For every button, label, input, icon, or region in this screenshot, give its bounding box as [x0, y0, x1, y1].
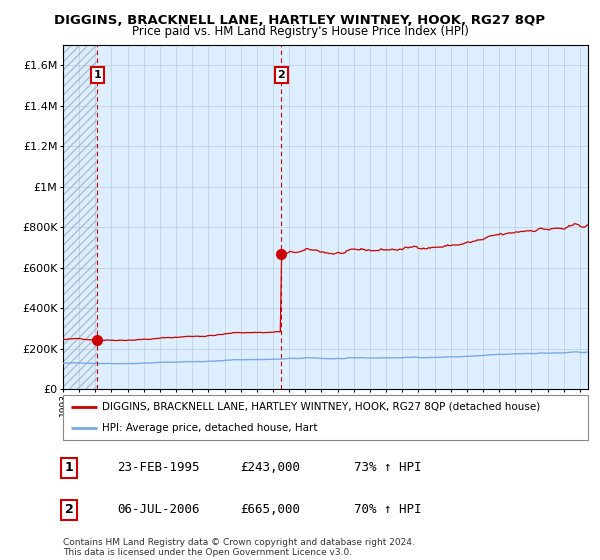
Text: 73% ↑ HPI: 73% ↑ HPI — [354, 461, 421, 474]
Bar — [63, 45, 97, 389]
Text: 1: 1 — [94, 70, 101, 80]
Text: 23-FEB-1995: 23-FEB-1995 — [117, 461, 199, 474]
Text: 06-JUL-2006: 06-JUL-2006 — [117, 503, 199, 516]
Text: DIGGINS, BRACKNELL LANE, HARTLEY WINTNEY, HOOK, RG27 8QP (detached house): DIGGINS, BRACKNELL LANE, HARTLEY WINTNEY… — [103, 402, 541, 412]
Text: 2: 2 — [278, 70, 285, 80]
Bar — [63, 45, 97, 389]
FancyBboxPatch shape — [63, 395, 588, 440]
Text: 2: 2 — [65, 503, 73, 516]
Text: £243,000: £243,000 — [240, 461, 300, 474]
Text: Price paid vs. HM Land Registry's House Price Index (HPI): Price paid vs. HM Land Registry's House … — [131, 25, 469, 38]
Text: Contains HM Land Registry data © Crown copyright and database right 2024.
This d: Contains HM Land Registry data © Crown c… — [63, 538, 415, 557]
Text: 70% ↑ HPI: 70% ↑ HPI — [354, 503, 421, 516]
Text: DIGGINS, BRACKNELL LANE, HARTLEY WINTNEY, HOOK, RG27 8QP: DIGGINS, BRACKNELL LANE, HARTLEY WINTNEY… — [55, 14, 545, 27]
Text: £665,000: £665,000 — [240, 503, 300, 516]
Text: HPI: Average price, detached house, Hart: HPI: Average price, detached house, Hart — [103, 422, 318, 432]
Text: 1: 1 — [65, 461, 73, 474]
